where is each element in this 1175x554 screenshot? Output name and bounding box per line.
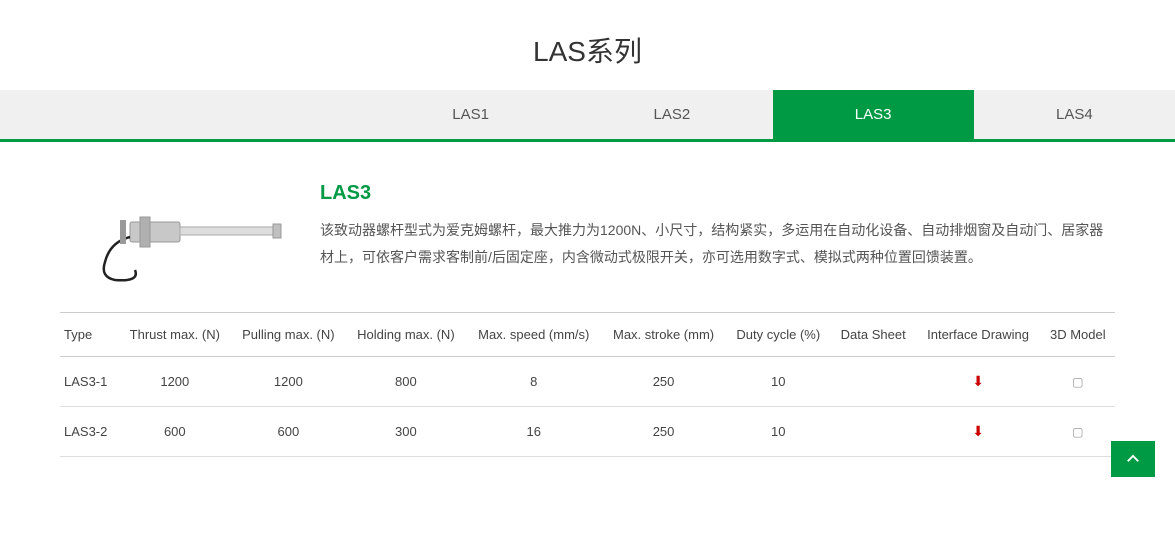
cell-holding: 300: [346, 407, 466, 457]
file-icon[interactable]: ▢: [1072, 425, 1083, 439]
cell-thrust: 600: [119, 407, 231, 457]
cell-type: LAS3-1: [60, 357, 119, 407]
cell-holding: 800: [346, 357, 466, 407]
product-info: LAS3 该致动器螺杆型式为爱克姆螺杆，最大推力为1200N、小尺寸，结构紧实，…: [320, 182, 1115, 270]
cell-drawing[interactable]: ⬇: [916, 407, 1041, 457]
col-pulling: Pulling max. (N): [231, 313, 346, 357]
page-title: LAS系列: [0, 0, 1175, 90]
file-icon[interactable]: ▢: [1072, 375, 1083, 389]
pdf-icon[interactable]: ⬇: [972, 423, 984, 439]
cell-drawing[interactable]: ⬇: [916, 357, 1041, 407]
col-model: 3D Model: [1041, 313, 1115, 357]
tab-las1[interactable]: LAS1: [370, 90, 571, 139]
product-name: LAS3: [320, 182, 1115, 205]
product-header: LAS3 该致动器螺杆型式为爱克姆螺杆，最大推力为1200N、小尺寸，结构紧实，…: [60, 182, 1115, 282]
tab-las2[interactable]: LAS2: [571, 90, 772, 139]
pdf-icon[interactable]: ⬇: [972, 373, 984, 389]
col-type: Type: [60, 313, 119, 357]
cell-speed: 8: [466, 357, 601, 407]
cell-model[interactable]: ▢: [1041, 407, 1115, 457]
cell-model[interactable]: ▢: [1041, 357, 1115, 407]
chevron-up-icon: [1124, 450, 1142, 468]
cell-datasheet[interactable]: [831, 357, 916, 407]
col-duty: Duty cycle (%): [726, 313, 831, 357]
cell-duty: 10: [726, 357, 831, 407]
col-drawing: Interface Drawing: [916, 313, 1041, 357]
table-header-row: Type Thrust max. (N) Pulling max. (N) Ho…: [60, 313, 1115, 357]
col-holding: Holding max. (N): [346, 313, 466, 357]
product-description: 该致动器螺杆型式为爱克姆螺杆，最大推力为1200N、小尺寸，结构紧实，多运用在自…: [320, 217, 1115, 270]
cell-thrust: 1200: [119, 357, 231, 407]
table-row: LAS3-2 600 600 300 16 250 10 ⬇ ▢: [60, 407, 1115, 457]
col-stroke: Max. stroke (mm): [601, 313, 725, 357]
tab-las3[interactable]: LAS3: [773, 90, 974, 139]
col-thrust: Thrust max. (N): [119, 313, 231, 357]
cell-stroke: 250: [601, 357, 725, 407]
table-row: LAS3-1 1200 1200 800 8 250 10 ⬇ ▢: [60, 357, 1115, 407]
product-image: [60, 182, 290, 282]
scroll-top-button[interactable]: [1111, 441, 1155, 477]
cell-stroke: 250: [601, 407, 725, 457]
cell-type: LAS3-2: [60, 407, 119, 457]
cell-datasheet[interactable]: [831, 407, 916, 457]
content-area: LAS3 该致动器螺杆型式为爱克姆螺杆，最大推力为1200N、小尺寸，结构紧实，…: [0, 142, 1175, 477]
cell-speed: 16: [466, 407, 601, 457]
tab-spacer: [0, 90, 370, 139]
tab-bar: LAS1 LAS2 LAS3 LAS4: [0, 90, 1175, 142]
spec-table: Type Thrust max. (N) Pulling max. (N) Ho…: [60, 312, 1115, 457]
cell-duty: 10: [726, 407, 831, 457]
tab-las4[interactable]: LAS4: [974, 90, 1175, 139]
col-speed: Max. speed (mm/s): [466, 313, 601, 357]
cell-pulling: 600: [231, 407, 346, 457]
col-datasheet: Data Sheet: [831, 313, 916, 357]
cell-pulling: 1200: [231, 357, 346, 407]
